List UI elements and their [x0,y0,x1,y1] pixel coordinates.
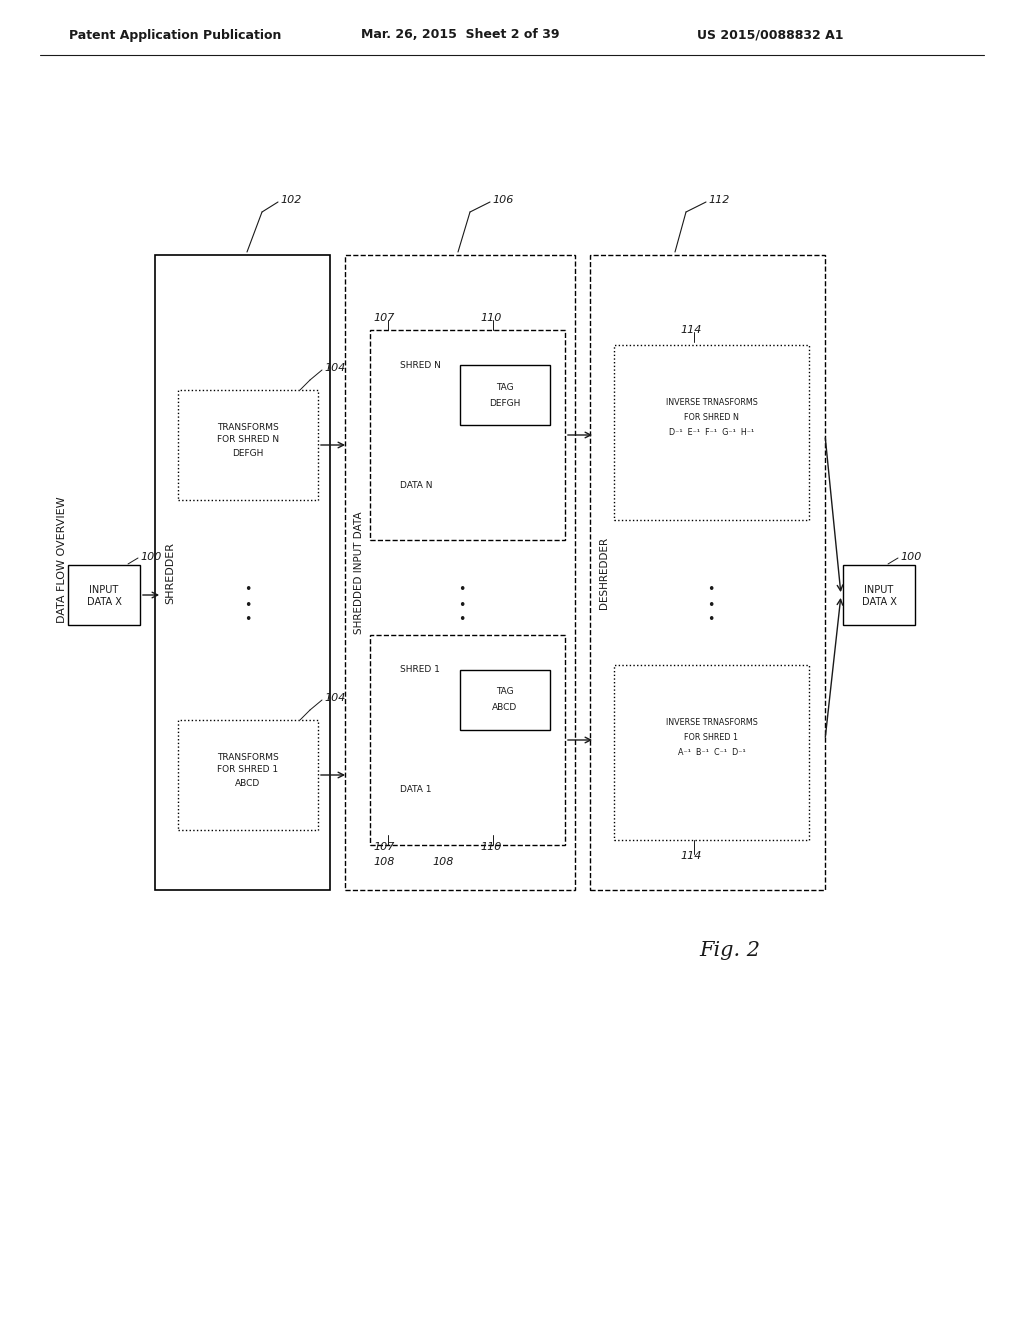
Text: •: • [459,583,466,597]
Text: 107: 107 [373,842,394,851]
Bar [843,565,915,624]
Text: 106: 106 [492,195,513,205]
Text: TAG: TAG [497,688,514,697]
Text: FOR SHRED N: FOR SHRED N [684,413,739,422]
Text: 114: 114 [680,325,701,335]
Text: DATA 1: DATA 1 [400,785,431,795]
Text: 108: 108 [432,857,454,867]
Text: Mar. 26, 2015  Sheet 2 of 39: Mar. 26, 2015 Sheet 2 of 39 [360,29,559,41]
Text: ABCD: ABCD [493,704,517,713]
Text: DATA FLOW OVERVIEW: DATA FLOW OVERVIEW [57,496,67,623]
Text: 107: 107 [373,313,394,323]
Text: SHRED 1: SHRED 1 [400,665,440,675]
Text: •: • [245,598,252,611]
Bar [460,366,550,425]
Text: INPUT: INPUT [89,585,119,595]
Text: DEFGH: DEFGH [489,399,520,408]
Text: •: • [459,614,466,627]
Text: •: • [245,614,252,627]
Bar [155,255,330,890]
Text: ABCD: ABCD [236,779,261,788]
Text: US 2015/0088832 A1: US 2015/0088832 A1 [696,29,843,41]
Bar [178,389,318,500]
Text: SHREDDER: SHREDDER [165,541,175,603]
Text: 104: 104 [324,363,345,374]
Text: •: • [708,598,715,611]
Text: •: • [245,583,252,597]
Text: TAG: TAG [497,383,514,392]
Bar [460,671,550,730]
Text: Fig. 2: Fig. 2 [699,940,761,960]
Bar [370,330,565,540]
Text: DESHREDDER: DESHREDDER [599,536,609,609]
Text: TRANSFORMS: TRANSFORMS [217,422,279,432]
Text: 108: 108 [373,857,394,867]
Text: SHREDDED INPUT DATA: SHREDDED INPUT DATA [354,511,364,634]
Text: 102: 102 [280,195,301,205]
Text: D⁻¹  E⁻¹  F⁻¹  G⁻¹  H⁻¹: D⁻¹ E⁻¹ F⁻¹ G⁻¹ H⁻¹ [669,428,754,437]
Text: FOR SHRED 1: FOR SHRED 1 [217,766,279,775]
Text: FOR SHRED 1: FOR SHRED 1 [684,733,738,742]
Text: •: • [708,614,715,627]
Text: INVERSE TRNASFORMS: INVERSE TRNASFORMS [666,718,758,727]
Text: DATA N: DATA N [400,480,432,490]
Text: 114: 114 [680,851,701,861]
Text: SHRED N: SHRED N [400,360,441,370]
Text: 100: 100 [140,552,162,562]
Text: A⁻¹  B⁻¹  C⁻¹  D⁻¹: A⁻¹ B⁻¹ C⁻¹ D⁻¹ [678,748,745,756]
Text: 104: 104 [324,693,345,704]
Bar [68,565,140,624]
Text: 100: 100 [900,552,922,562]
Bar [614,665,809,840]
Text: •: • [459,598,466,611]
Text: DATA X: DATA X [861,597,896,607]
Text: 112: 112 [708,195,729,205]
Text: Patent Application Publication: Patent Application Publication [69,29,282,41]
Text: 110: 110 [480,313,502,323]
Bar [614,345,809,520]
Text: 110: 110 [480,842,502,851]
Text: DATA X: DATA X [87,597,122,607]
Bar [178,719,318,830]
Bar [370,635,565,845]
Text: INPUT: INPUT [864,585,894,595]
Text: INVERSE TRNASFORMS: INVERSE TRNASFORMS [666,399,758,407]
Text: FOR SHRED N: FOR SHRED N [217,436,280,445]
Text: DEFGH: DEFGH [232,449,264,458]
Text: TRANSFORMS: TRANSFORMS [217,752,279,762]
Bar [345,255,575,890]
Bar [590,255,825,890]
Text: •: • [708,583,715,597]
